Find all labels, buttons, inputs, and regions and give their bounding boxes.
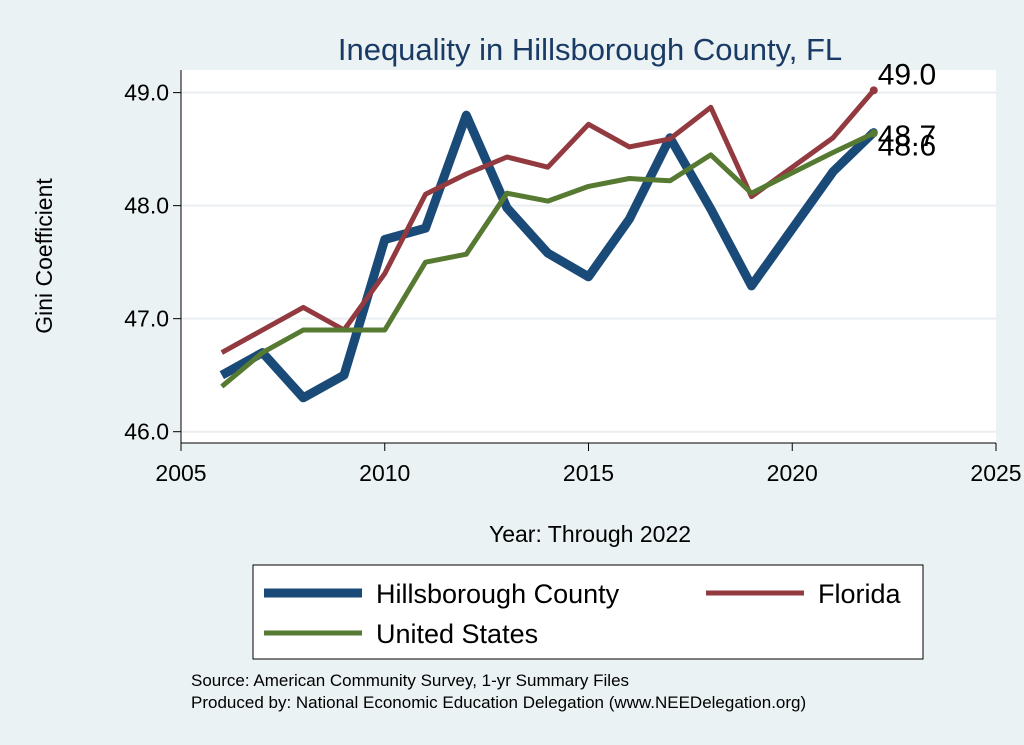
x-axis-title: Year: Through 2022	[489, 521, 691, 547]
legend-box	[252, 564, 924, 660]
series-line-united-states	[220, 131, 875, 389]
source-note: Source: American Community Survey, 1-yr …	[191, 671, 629, 690]
legend-label-florida: Florida	[818, 579, 902, 609]
x-tick-label: 2020	[767, 460, 818, 486]
x-tick-label: 2010	[359, 460, 410, 486]
y-tick-label: 47.0	[124, 306, 169, 332]
series-lines	[219, 86, 878, 403]
y-tick-label: 46.0	[124, 419, 169, 445]
y-tick-label: 48.0	[124, 193, 169, 219]
axes: 46.0 47.0 48.0 49.0 2005 2010 2015 2020 2025	[124, 70, 1022, 486]
series-endpoint	[869, 86, 878, 95]
legend: Hillsborough County Florida United State…	[252, 564, 924, 660]
end-label-hillsborough-county: 48.7	[878, 120, 936, 153]
end-label-florida: 49.0	[878, 58, 936, 91]
x-tick-label: 2025	[970, 460, 1021, 486]
plot-area	[181, 70, 996, 443]
producer-note: Produced by: National Economic Education…	[191, 693, 806, 712]
x-tick-label: 2015	[563, 460, 614, 486]
legend-label-hillsborough: Hillsborough County	[376, 579, 620, 609]
chart-title: Inequality in Hillsborough County, FL	[338, 32, 842, 67]
end-labels: 48.7 49.0 48.6	[878, 58, 936, 162]
x-tick-label: 2005	[155, 460, 206, 486]
end-label-united-states: 48.6	[878, 129, 936, 162]
series-endpoint	[869, 129, 878, 138]
series-line-florida	[220, 88, 876, 355]
y-axis-title: Gini Coefficient	[31, 178, 57, 334]
y-tick-label: 49.0	[124, 80, 169, 106]
series-line-hillsborough-county	[219, 110, 877, 403]
legend-label-united-states: United States	[376, 619, 538, 649]
gridlines	[181, 91, 996, 433]
